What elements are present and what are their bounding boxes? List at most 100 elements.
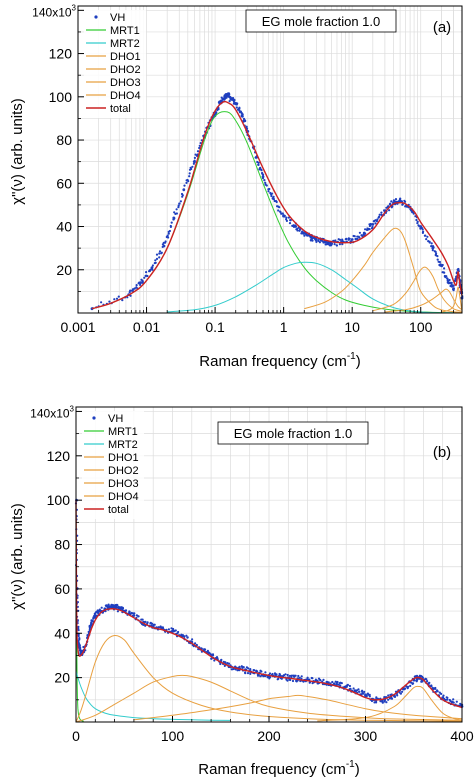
panel-b-vh-cloud-41-0 — [383, 700, 386, 703]
panel-a-y-tick-label-2: 60 — [56, 175, 72, 191]
panel-a-vh-cloud-2-12 — [149, 268, 152, 271]
panel-b-vh-cloud-37-2 — [346, 684, 349, 687]
panel-b-series-dho1 — [75, 634, 463, 723]
panel-b-annotation: EG mole fraction 1.0 — [234, 426, 353, 441]
panel-a-vh-cloud-18-0 — [261, 177, 265, 180]
panel-a-series-dho1 — [304, 227, 463, 313]
panel-a-annotation-box: EG mole fraction 1.0 — [245, 9, 397, 33]
panel-b-vh-cloud-40-11 — [381, 701, 384, 704]
panel-a-vh-cloud-38-3 — [448, 278, 451, 282]
panel-a-vh-cloud-21-10 — [301, 230, 304, 233]
panel-a-vh-cloud-7-7 — [198, 144, 201, 147]
panel-b-vh-cloud-30-3 — [279, 674, 282, 678]
panel-b-vh-cloud-42-3 — [396, 694, 399, 697]
panel-a-vh-cloud-10-1 — [217, 108, 220, 111]
panel-a-vh-cloud-21-2 — [296, 229, 299, 232]
panel-a-vh-cloud-39-0 — [452, 287, 455, 290]
panel-b-y-tick-label-4: 100 — [47, 492, 71, 508]
panel-a-vh-cloud-1-2 — [129, 289, 132, 292]
panel-a-vh-cloud-4-4 — [166, 234, 169, 237]
panel-a-vh-cloud-26-4 — [333, 243, 336, 246]
panel-a-vh-cloud-13-5 — [232, 97, 235, 100]
panel-a-vh-cloud-23-12 — [315, 240, 318, 243]
panel-a-vh-cloud-30-9 — [380, 211, 383, 214]
panel-a-x-tick-label-4: 10 — [344, 319, 360, 335]
panel-b-vh-cloud-48-7 — [446, 698, 449, 701]
panel-a-x-tick-label-3: 1 — [280, 319, 288, 335]
panel-a-vh-cloud-20-6 — [288, 222, 292, 225]
panel-a-vh-cloud-7-2 — [194, 153, 197, 156]
panel-b-vh-cloud-9-3 — [100, 606, 103, 609]
panel-b-legend-label-7: total — [108, 504, 129, 516]
panel-a-series-mrt2 — [167, 261, 463, 314]
panel-a-vh-cloud-17-5 — [257, 163, 260, 166]
panel-a-vh-cloud-37-2 — [440, 265, 443, 268]
panel-b-vh-cloud-28-9 — [264, 671, 267, 674]
panel-a-y-tick-label-4: 100 — [49, 89, 73, 105]
panel-b-vh-cloud-16-10 — [149, 622, 152, 625]
panel-b-vh-cloud-14-2 — [124, 609, 127, 612]
panel-b-vh-cloud-42-10 — [401, 690, 404, 693]
panel-a-vh-cloud-15-10 — [245, 125, 248, 128]
panel-a-vh-point-28 — [350, 238, 354, 241]
panel-a-vh-cloud-1-1 — [129, 294, 132, 297]
panel-a-vh-cloud-5-4 — [175, 208, 178, 211]
panel-b-vh-cloud-29-4 — [271, 672, 274, 676]
panel-a-vh-cloud-31-11 — [390, 200, 393, 203]
panel-b-vh-cloud-24-6 — [223, 664, 226, 668]
panel-b-vh-cloud-3-9 — [79, 647, 82, 650]
panel-b-vh-cloud-12-11 — [116, 610, 119, 613]
panel-a-vh-cloud-30-5 — [375, 220, 378, 223]
panel-b-legend-label-6: DHO4 — [108, 491, 139, 503]
panel-b-series-dho3 — [133, 694, 463, 721]
panel-b-vh-cloud-40-2 — [375, 701, 378, 704]
panel-a-vh-cloud-26-11 — [338, 238, 342, 241]
panel-a-vh-cloud-33-2 — [400, 200, 403, 203]
panel-b-vh-cloud-48-0 — [442, 694, 445, 697]
panel-a-vh-cloud-36-6 — [435, 252, 438, 255]
panel-a-vh-cloud-6-5 — [187, 180, 190, 183]
panel-a-vh-cloud-37-4 — [443, 267, 446, 270]
panel-b-vh-cloud-38-11 — [362, 692, 365, 695]
panel-b-y-tick-label-3: 80 — [54, 537, 70, 553]
panel-b-vh-cloud-34-5 — [319, 679, 322, 682]
panel-b-vh-cloud-36-1 — [336, 680, 339, 684]
panel-a-label: (a) — [433, 19, 451, 36]
panel-b-series-dho4 — [317, 685, 463, 722]
panel-a-vh-cloud-38-5 — [448, 281, 451, 285]
panel-a-vh-cloud-23-4 — [311, 237, 314, 240]
panel-a-vh-cloud-31-6 — [388, 209, 391, 212]
panel-a-vh-cloud-28-2 — [353, 235, 356, 238]
panel-a-vh-cloud-33-4 — [401, 203, 404, 206]
panel-b-vh-cloud-15-6 — [137, 615, 140, 618]
panel-a-vh-cloud-34-5 — [412, 212, 415, 215]
panel-b-grid — [76, 407, 462, 722]
panel-a-vh-cloud-0-6 — [108, 300, 111, 303]
panel-b-vh-cloud-40-7 — [379, 700, 382, 703]
panel-a-vh-cloud-1-8 — [135, 284, 138, 287]
panel-b-vh-cloud-29-1 — [268, 676, 272, 679]
panel-a-y-axis-label: χ"(ν) (arb. units) — [9, 98, 26, 205]
panel-a-vh-cloud-35-5 — [424, 234, 427, 237]
panel-a-vh-cloud-35-12 — [430, 242, 433, 245]
panel-b-vh-cloud-40-1 — [375, 696, 378, 699]
panel-a-vh-cloud-12-9 — [228, 93, 231, 96]
panel-b-vh-cloud-21-4 — [194, 642, 197, 645]
panel-a-vh-cloud-19-4 — [275, 200, 278, 204]
panel-b-vh-cloud-41-4 — [387, 694, 390, 697]
panel-b-vh-cloud-23-3 — [211, 653, 215, 656]
panel-a-vh-cloud-29-11 — [369, 222, 372, 226]
panel-a-series-total — [91, 100, 463, 310]
panel-b-vh-cloud-34-8 — [322, 678, 325, 682]
panel-a-annotation: EG mole fraction 1.0 — [262, 14, 381, 29]
panel-b-vh-cloud-43-12 — [412, 682, 415, 685]
panel-b-vh-cloud-37-6 — [349, 687, 352, 690]
panel-a-vh-cloud-37-6 — [443, 271, 446, 274]
panel-b-vh-cloud-39-13 — [373, 701, 376, 704]
panel-b-vh-cloud-43-5 — [407, 685, 410, 688]
panel-a-vh-cloud-4-10 — [169, 225, 172, 228]
panel-a-vh-point-3 — [150, 266, 154, 269]
panel-a-vh-cloud-5-12 — [181, 194, 184, 197]
panel-a-vh-cloud-27-0 — [341, 238, 344, 241]
